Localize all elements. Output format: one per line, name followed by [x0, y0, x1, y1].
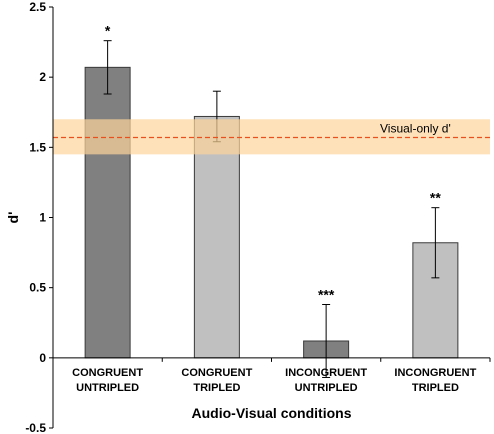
axes-layer: CONGRUENT UNTRIPLED CONGRUENT TRIPLED INCONG… [25, 0, 491, 434]
significance-label: ** [430, 190, 441, 206]
significance-label: * [105, 23, 111, 39]
y-tick-label: 0 [39, 351, 46, 365]
x-axis-title: Audio-Visual conditions [192, 405, 352, 421]
reference-band-layer [53, 119, 490, 155]
category-label: UNTRIPLED [295, 382, 358, 394]
category-label: CONGRUENT [72, 367, 143, 379]
y-tick-label: 1.5 [29, 140, 46, 154]
category-label: INCONGRUENT [394, 367, 476, 379]
category-label: TRIPLED [412, 382, 459, 394]
bar [84, 66, 131, 359]
reference-label: Visual-only d' [380, 122, 451, 136]
significance-label: *** [318, 287, 335, 303]
category-label: TRIPLED [193, 382, 240, 394]
category-label: INCONGRUENT [285, 367, 367, 379]
y-tick-label: -0.5 [25, 421, 46, 434]
reference-band [53, 119, 490, 155]
y-tick-label: 2.5 [29, 0, 46, 14]
y-tick-label: 2 [39, 70, 46, 84]
category-label: CONGRUENT [181, 367, 252, 379]
y-axis-title: d' [5, 212, 21, 224]
bars-layer: ****** [84, 23, 459, 378]
y-tick-label: 0.5 [29, 281, 46, 295]
category-label: UNTRIPLED [76, 382, 139, 394]
y-tick-label: 1 [39, 211, 46, 225]
bar [193, 115, 240, 359]
